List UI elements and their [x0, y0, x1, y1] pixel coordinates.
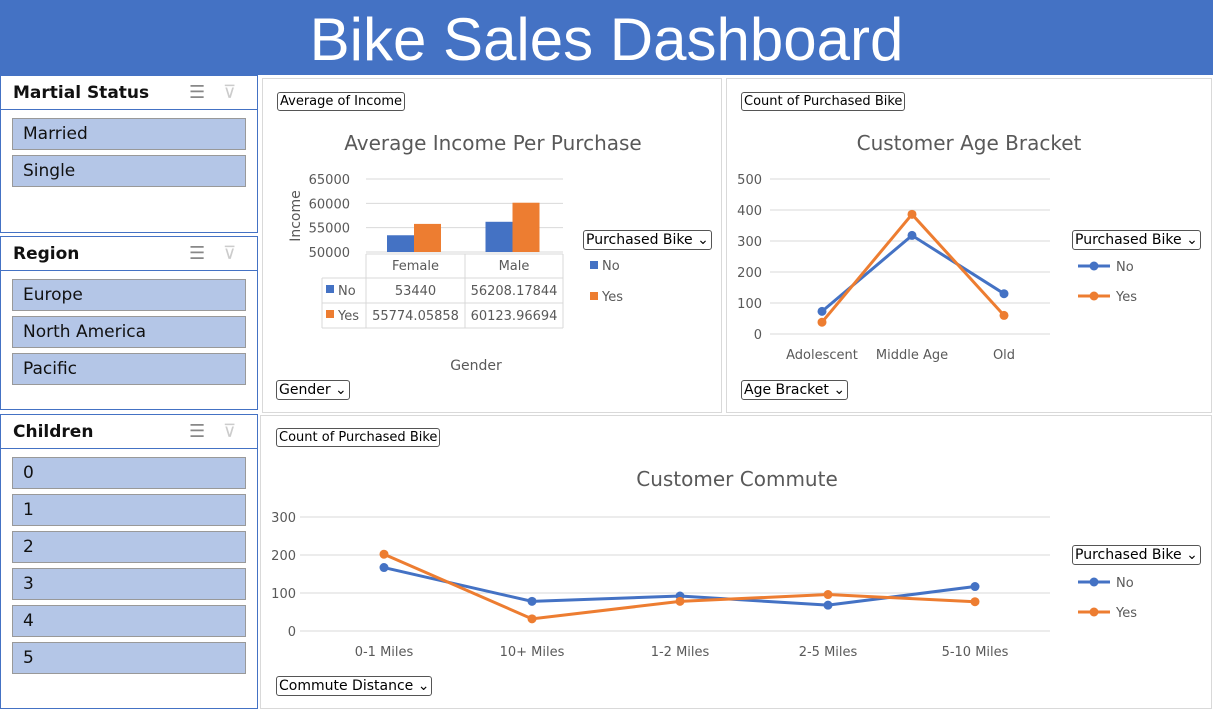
slicer-item[interactable]: Europe: [12, 279, 246, 311]
multi-select-icon[interactable]: ☰: [189, 243, 206, 264]
slicer-item[interactable]: North America: [12, 316, 246, 348]
legend-filter-age[interactable]: Purchased Bike ⌄: [1072, 230, 1201, 250]
slicer-martial-status: Martial Status ☰ ⊽ Married Single: [0, 75, 258, 233]
slicer-title: Children: [13, 422, 94, 442]
slicer-header: Children ☰ ⊽: [1, 415, 257, 449]
slicer-item[interactable]: 3: [12, 568, 246, 600]
legend-filter-commute[interactable]: Purchased Bike ⌄: [1072, 545, 1201, 565]
slicer-item[interactable]: 4: [12, 605, 246, 637]
slicer-item[interactable]: Pacific: [12, 353, 246, 385]
slicer-children: Children ☰ ⊽ 0 1 2 3 4 5: [0, 414, 258, 709]
value-field-button-commute[interactable]: Count of Purchased Bike: [276, 428, 441, 447]
slicer-item[interactable]: 5: [12, 642, 246, 674]
multi-select-icon[interactable]: ☰: [189, 421, 206, 442]
slicer-item[interactable]: 0: [12, 457, 246, 489]
value-field-button-age[interactable]: Count of Purchased Bike: [741, 92, 906, 111]
value-field-button-income[interactable]: Average of Income: [277, 92, 406, 111]
slicer-item[interactable]: 2: [12, 531, 246, 563]
clear-filter-icon[interactable]: ⊽: [223, 243, 237, 264]
slicer-item[interactable]: Married: [12, 118, 246, 150]
slicer-title: Martial Status: [13, 83, 150, 103]
axis-filter-age-bracket[interactable]: Age Bracket ⌄: [741, 380, 849, 400]
commute-chart-panel: [260, 415, 1212, 709]
clear-filter-icon[interactable]: ⊽: [223, 82, 237, 103]
multi-select-icon[interactable]: ☰: [189, 82, 206, 103]
slicer-item[interactable]: 1: [12, 494, 246, 526]
slicer-title: Region: [13, 244, 80, 264]
clear-filter-icon[interactable]: ⊽: [223, 421, 237, 442]
slicer-region: Region ☰ ⊽ Europe North America Pacific: [0, 236, 258, 410]
axis-filter-gender[interactable]: Gender ⌄: [276, 380, 350, 400]
slicer-header: Martial Status ☰ ⊽: [1, 76, 257, 110]
axis-filter-commute-distance[interactable]: Commute Distance ⌄: [276, 676, 433, 696]
slicer-item[interactable]: Single: [12, 155, 246, 187]
slicer-header: Region ☰ ⊽: [1, 237, 257, 271]
legend-filter-income[interactable]: Purchased Bike ⌄: [583, 230, 712, 250]
dashboard-title: Bike Sales Dashboard: [0, 0, 1213, 75]
